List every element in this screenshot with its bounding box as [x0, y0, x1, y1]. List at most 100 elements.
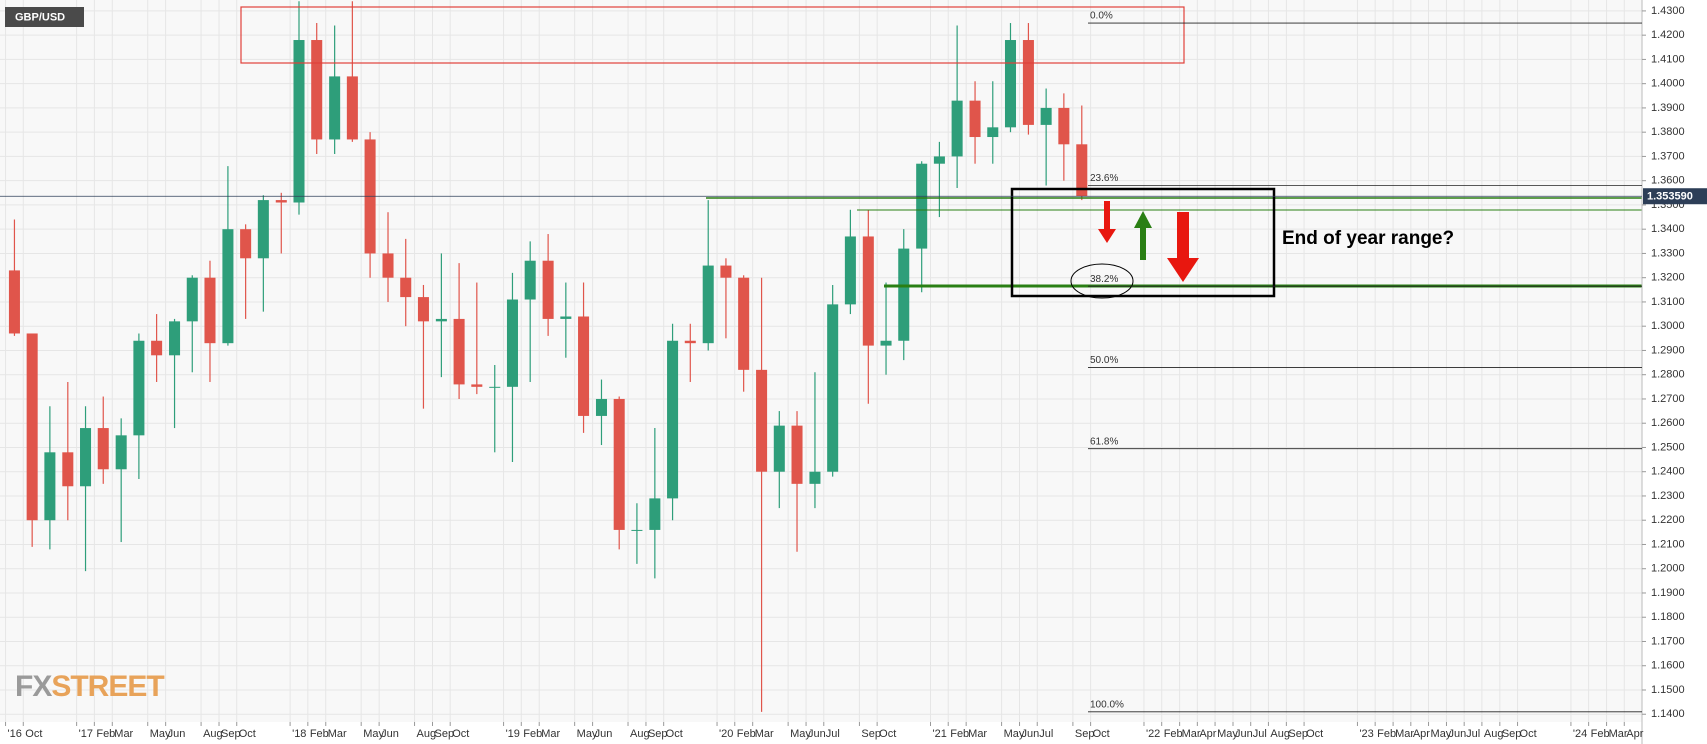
x-tick-label: Aug: [417, 728, 437, 740]
x-tick-label: Mar: [755, 728, 774, 740]
x-tick-label: Mar: [328, 728, 347, 740]
candle-body: [578, 316, 590, 416]
x-tick-label: May: [363, 728, 384, 740]
y-tick-label: 1.1600: [1651, 660, 1685, 672]
x-tick-label: Jul: [1039, 728, 1053, 740]
x-tick-label: Mar: [1609, 728, 1628, 740]
x-tick-label: Feb: [950, 728, 969, 740]
candle-body: [400, 277, 412, 298]
fib-label: 38.2%: [1090, 274, 1118, 285]
candle-body: [827, 304, 839, 472]
symbol: GBP/USD: [15, 11, 65, 23]
x-tick-label: Feb: [1164, 728, 1183, 740]
highlight-ellipse: [1070, 263, 1134, 299]
candle-body: [880, 340, 892, 346]
time-axis: [0, 722, 1642, 744]
y-tick-label: 1.4100: [1651, 53, 1685, 65]
y-tick-label: 1.2700: [1651, 393, 1685, 405]
arrow-down: [1098, 201, 1116, 243]
candle-body: [382, 253, 394, 278]
candle-body: [560, 316, 572, 319]
candle-body: [186, 277, 198, 322]
candle-body: [1040, 107, 1052, 125]
y-tick-label: 1.2300: [1651, 490, 1685, 502]
x-tick-label: '17: [79, 728, 93, 740]
x-tick-label: Jun: [381, 728, 399, 740]
candle-body: [506, 299, 518, 387]
candle-body: [151, 340, 163, 356]
x-tick-label: Aug: [630, 728, 650, 740]
candle-body: [862, 236, 874, 346]
annotation: End of year range?: [1282, 228, 1454, 249]
x-tick-label: Feb: [1591, 728, 1610, 740]
y-tick-label: 1.1900: [1651, 587, 1685, 599]
x-tick-label: Oct: [1520, 728, 1537, 740]
candle-body: [524, 260, 536, 300]
fib-label: 0.0%: [1090, 11, 1113, 22]
candle-body: [809, 471, 821, 484]
candle-body: [115, 435, 127, 470]
candle-body: [649, 498, 661, 530]
x-tick-label: '24: [1573, 728, 1587, 740]
y-tick-label: 1.4300: [1651, 5, 1685, 17]
x-tick-label: Jun: [168, 728, 186, 740]
candle-body: [222, 229, 234, 344]
x-tick-label: Mar: [1395, 728, 1414, 740]
x-tick-label: Sep: [1502, 728, 1522, 740]
y-tick-label: 1.3800: [1651, 126, 1685, 138]
x-tick-label: '18: [292, 728, 306, 740]
candle-body: [1076, 144, 1088, 197]
candle-body: [80, 428, 92, 487]
x-tick-label: Oct: [239, 728, 256, 740]
x-tick-label: Aug: [1270, 728, 1290, 740]
x-tick-label: Jun: [1022, 728, 1040, 740]
x-tick-label: Mar: [968, 728, 987, 740]
x-tick-label: Feb: [310, 728, 329, 740]
y-tick-label: 1.2900: [1651, 344, 1685, 356]
candle-body: [933, 156, 945, 164]
y-tick-label: 1.2800: [1651, 369, 1685, 381]
x-tick-label: Jun: [1235, 728, 1253, 740]
candle-body: [275, 200, 287, 203]
y-tick-label: 1.1500: [1651, 684, 1685, 696]
fib-label: 23.6%: [1090, 173, 1118, 184]
x-tick-label: Sep: [1288, 728, 1308, 740]
x-tick-label: Apr: [1626, 728, 1643, 740]
x-tick-label: '22: [1146, 728, 1160, 740]
candle-body: [542, 260, 554, 319]
x-tick-label: Mar: [541, 728, 560, 740]
candle-body: [667, 340, 679, 499]
candle-body: [453, 318, 465, 385]
x-tick-label: Oct: [666, 728, 683, 740]
grid: [0, 0, 1642, 722]
candle-body: [169, 321, 181, 356]
candle-body: [684, 340, 696, 344]
y-tick-label: 1.3900: [1651, 102, 1685, 114]
x-tick-label: Mar: [114, 728, 133, 740]
resistance-box: [240, 6, 1185, 64]
y-tick-label: 1.3100: [1651, 296, 1685, 308]
candle-body: [293, 40, 305, 203]
candle-body: [844, 236, 856, 305]
fib-label: 61.8%: [1090, 436, 1118, 447]
x-tick-label: Jun: [595, 728, 613, 740]
candle-body: [951, 100, 963, 157]
x-tick-label: Aug: [203, 728, 223, 740]
y-tick-label: 1.2400: [1651, 466, 1685, 478]
logo-fx: FX: [15, 670, 52, 703]
candle-body: [311, 40, 323, 140]
y-tick-label: 1.2500: [1651, 441, 1685, 453]
y-tick-label: 1.2000: [1651, 563, 1685, 575]
x-tick-label: '20: [719, 728, 733, 740]
x-tick-label: Feb: [96, 728, 115, 740]
x-tick-label: Oct: [452, 728, 469, 740]
candle-body: [916, 163, 928, 249]
x-tick-label: '16: [8, 728, 22, 740]
x-tick-label: Jul: [1466, 728, 1480, 740]
x-tick-label: Oct: [1093, 728, 1110, 740]
y-tick-label: 1.3700: [1651, 150, 1685, 162]
arrow-down: [1167, 212, 1199, 282]
candle-body: [489, 386, 501, 388]
candle-body: [773, 425, 785, 472]
